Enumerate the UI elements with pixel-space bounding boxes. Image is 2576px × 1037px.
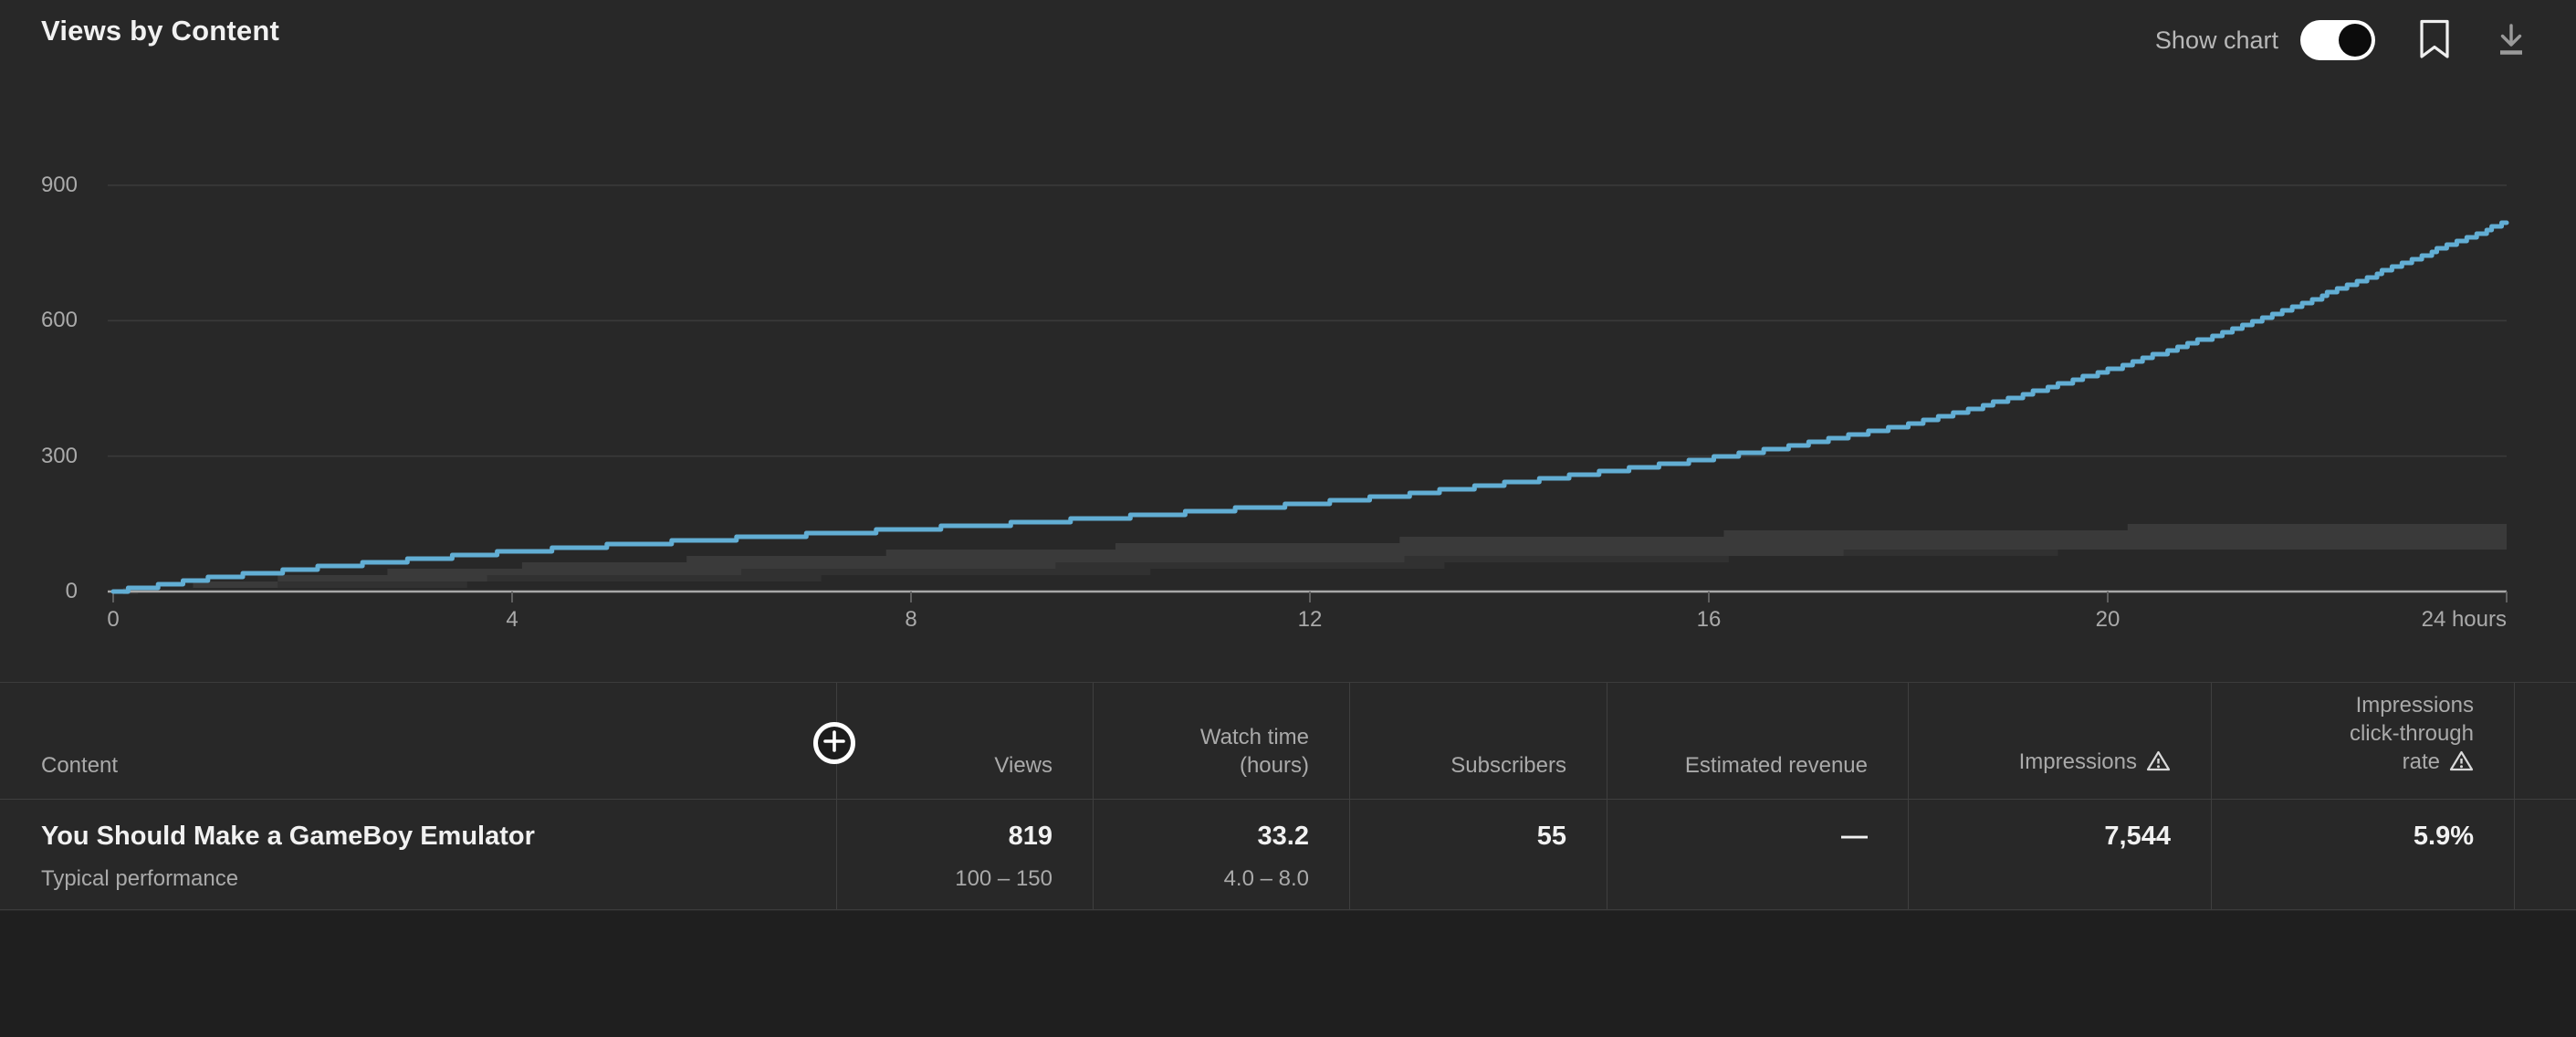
footer-area [0,911,2576,1037]
column-header-watch_time[interactable]: Watch time (hours) [1093,683,1349,799]
views-typical-range: 100 – 150 [955,866,1052,891]
download-icon [2492,20,2530,61]
column-header-estimated_revenue[interactable]: Estimated revenue [1607,683,1908,799]
warning-triangle-icon[interactable] [2146,749,2171,780]
column-header-label: Subscribers [1450,753,1566,778]
cell-estimated_revenue: — [1607,800,1908,909]
x-tick-label: 20 [2095,607,2120,632]
watch_time-typical-range: 4.0 – 8.0 [1223,866,1309,891]
column-header-label: (hours) [1239,753,1309,778]
column-header-ctr[interactable]: Impressions click-through rate [2211,683,2514,799]
column-header-spacer [2514,683,2576,799]
cell-subscribers: 55 [1349,800,1607,909]
column-header-label: click-through [2349,721,2474,746]
bookmark-button[interactable] [2417,18,2452,63]
cell-views: 819 100 – 150 [836,800,1093,909]
cell-ctr: 5.9% [2211,800,2514,909]
x-tick-label: 4 [506,607,518,632]
column-header-label: Content [41,753,119,778]
download-button[interactable] [2492,20,2530,61]
table-header: Content Views Watch time (hours) Subscribers… [0,682,2576,799]
column-header-content[interactable]: Content [0,683,836,799]
views-value: 819 [1008,822,1052,851]
y-tick-label: 0 [65,579,78,603]
y-tick-label: 600 [40,308,78,333]
page-title: Views by Content [41,15,280,47]
typical-performance-label: Typical performance [41,866,239,891]
bookmark-icon [2417,18,2452,63]
x-tick-label: 16 [1696,607,1722,632]
analytics-card: Views by Content Show chart 0 300 600 900 0… [0,0,2576,910]
column-header-label: Views [994,753,1052,778]
add-metric-button[interactable] [813,722,855,764]
watch_time-value: 33.2 [1257,822,1309,851]
x-tick-label: 8 [905,607,917,632]
video-title-link[interactable]: You Should Make a GameBoy Emulator [41,822,535,851]
x-tick-label: 24 hours [2421,607,2507,632]
column-header-views[interactable]: Views [836,683,1093,799]
cell-spacer [2514,800,2576,909]
show-chart-label: Show chart [2154,26,2278,54]
column-header-impressions[interactable]: Impressions [1908,683,2211,799]
column-header-subscribers[interactable]: Subscribers [1349,683,1607,799]
y-tick-label: 900 [40,173,78,197]
views-line-chart[interactable] [0,0,2576,680]
x-tick-label: 0 [107,607,120,632]
cell-content[interactable]: You Should Make a GameBoy Emulator Typica… [0,800,836,909]
cell-watch_time: 33.2 4.0 – 8.0 [1093,800,1349,909]
plus-circle-icon [818,725,851,762]
impressions-value: 7,544 [2104,822,2171,851]
column-header-label: Impressions [2355,693,2474,718]
column-header-label: rate [2403,748,2474,780]
cell-impressions: 7,544 [1908,800,2211,909]
warning-triangle-icon[interactable] [2449,749,2474,780]
ctr-value: 5.9% [2413,822,2474,851]
estimated_revenue-value: — [1841,822,1868,851]
column-header-label: Estimated revenue [1684,753,1868,778]
table-row[interactable]: You Should Make a GameBoy Emulator Typica… [0,799,2576,910]
subscribers-value: 55 [1536,822,1566,851]
y-tick-label: 300 [40,443,78,468]
show-chart-toggle[interactable] [2300,20,2375,60]
column-header-label: Watch time [1199,725,1309,749]
header-controls: Show chart [2155,18,2530,62]
column-header-label: Impressions [2019,748,2171,780]
toggle-knob [2339,24,2372,57]
x-tick-label: 12 [1297,607,1323,632]
